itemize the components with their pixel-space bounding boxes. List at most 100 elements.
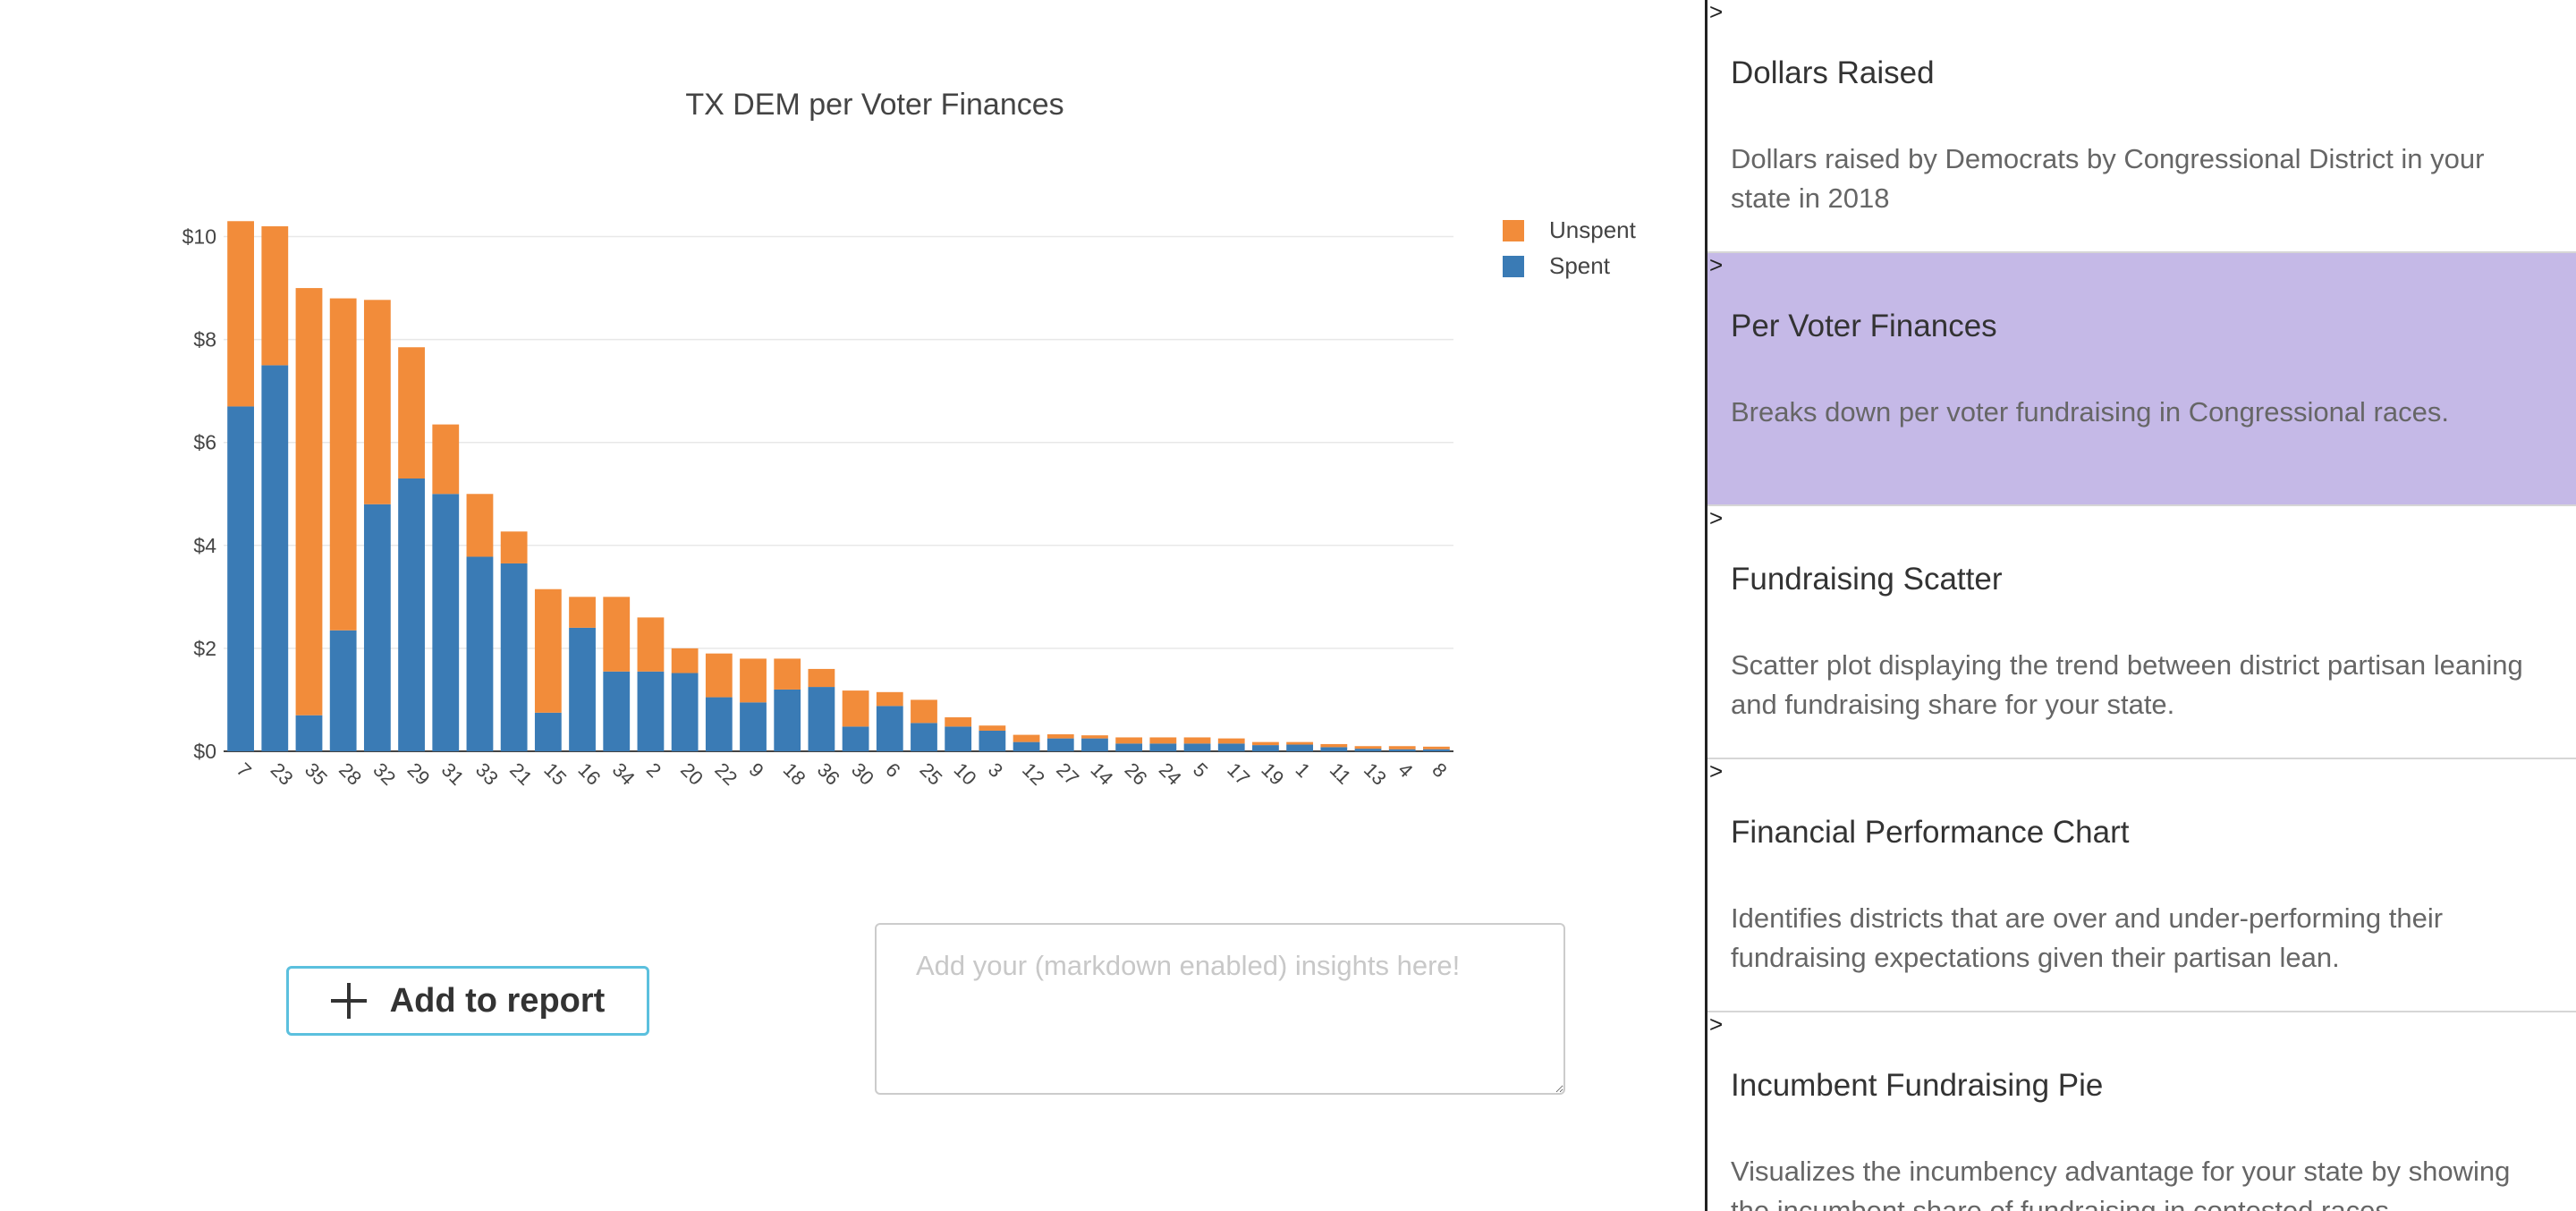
bar-spent-12[interactable] [1013, 741, 1040, 751]
bar-unspent-35[interactable] [295, 288, 323, 716]
bar-spent-17[interactable] [1217, 743, 1245, 751]
bar-spent-7[interactable] [227, 406, 254, 751]
bar-spent-6[interactable] [876, 706, 903, 751]
bar-unspent-27[interactable] [1046, 734, 1074, 739]
bar-unspent-12[interactable] [1013, 734, 1040, 742]
bar-unspent-28[interactable] [329, 298, 357, 631]
sidebar-item-incumbent-fundraising-pie[interactable]: > Incumbent Fundraising Pie Visualizes the… [1707, 1011, 2576, 1211]
bar-spent-20[interactable] [671, 673, 699, 751]
bar-unspent-1[interactable] [1286, 741, 1314, 745]
caret-icon: > [1709, 758, 1724, 784]
x-tick-label: 34 [608, 758, 640, 790]
bar-unspent-2[interactable] [637, 617, 665, 672]
bar-unspent-23[interactable] [261, 226, 289, 366]
bar-unspent-20[interactable] [671, 648, 699, 673]
x-tick-label: 15 [539, 758, 571, 790]
bar-unspent-29[interactable] [398, 347, 425, 478]
bar-unspent-36[interactable] [808, 668, 835, 688]
bar-unspent-33[interactable] [466, 494, 494, 557]
sidebar-item-description: Scatter plot displaying the trend betwee… [1731, 649, 2523, 720]
y-tick-label: $10 [182, 225, 216, 249]
sidebar-item-dollars-raised[interactable]: > Dollars Raised Dollars raised by Democra… [1707, 0, 2576, 253]
bar-unspent-19[interactable] [1252, 741, 1279, 746]
bar-spent-33[interactable] [466, 556, 494, 751]
bar-spent-5[interactable] [1183, 743, 1211, 751]
bar-unspent-5[interactable] [1183, 737, 1211, 744]
caret-icon: > [1709, 1011, 1724, 1037]
legend-label-unspent[interactable]: Unspent [1549, 216, 1637, 243]
bar-spent-16[interactable] [569, 627, 596, 751]
sidebar-item-per-voter-finances[interactable]: > Per Voter Finances Breaks down per voter… [1707, 251, 2576, 506]
bar-unspent-22[interactable] [705, 653, 733, 698]
bar-spent-14[interactable] [1081, 738, 1108, 751]
bar-spent-8[interactable] [1423, 749, 1450, 751]
bar-unspent-31[interactable] [432, 424, 460, 495]
legend-swatch-spent[interactable] [1503, 256, 1524, 277]
insights-textarea[interactable] [875, 923, 1565, 1095]
bar-unspent-32[interactable] [363, 300, 391, 504]
caret-icon: > [1709, 0, 1724, 25]
bar-unspent-13[interactable] [1354, 746, 1382, 749]
bar-spent-18[interactable] [774, 689, 801, 751]
bar-spent-36[interactable] [808, 687, 835, 751]
bar-spent-34[interactable] [603, 671, 631, 751]
bar-spent-32[interactable] [363, 504, 391, 751]
legend-label-spent[interactable]: Spent [1549, 252, 1611, 279]
bar-spent-35[interactable] [295, 715, 323, 751]
bar-spent-10[interactable] [945, 726, 972, 751]
x-tick-label: 29 [403, 758, 435, 790]
bar-spent-3[interactable] [979, 730, 1006, 751]
sidebar-item-fundraising-scatter[interactable]: > Fundraising Scatter Scatter plot display… [1707, 504, 2576, 759]
bar-spent-9[interactable] [740, 702, 767, 751]
bar-spent-21[interactable] [500, 563, 528, 751]
legend[interactable]: Unspent Spent [1503, 216, 1637, 279]
bar-spent-15[interactable] [534, 712, 562, 751]
bar-unspent-10[interactable] [945, 717, 972, 727]
bar-unspent-8[interactable] [1423, 746, 1450, 749]
x-axis-ticks: 7 23 35 28 32 29 31 33 21 15 16 34 2 20 22 9 18 36 30 6 25 10… [233, 758, 1452, 790]
bar-unspent-30[interactable] [842, 690, 869, 727]
x-tick-label: 23 [267, 758, 298, 790]
bar-spent-31[interactable] [432, 494, 460, 751]
bar-unspent-26[interactable] [1115, 737, 1143, 744]
bar-spent-1[interactable] [1286, 744, 1314, 751]
bar-unspent-4[interactable] [1388, 746, 1416, 749]
y-tick-label: $8 [193, 328, 216, 351]
bar-spent-25[interactable] [911, 723, 937, 751]
bars[interactable] [227, 221, 1450, 751]
bar-unspent-9[interactable] [740, 658, 767, 703]
bar-unspent-34[interactable] [603, 597, 631, 672]
bar-unspent-3[interactable] [979, 725, 1006, 731]
bar-unspent-17[interactable] [1217, 738, 1245, 744]
bar-unspent-18[interactable] [774, 658, 801, 690]
bar-spent-23[interactable] [261, 365, 289, 751]
bar-spent-19[interactable] [1252, 745, 1279, 751]
bar-spent-28[interactable] [329, 630, 357, 751]
bar-unspent-21[interactable] [500, 531, 528, 563]
plus-icon [330, 983, 367, 1019]
bar-spent-4[interactable] [1388, 749, 1416, 751]
bar-unspent-25[interactable] [911, 699, 937, 724]
bar-spent-22[interactable] [705, 697, 733, 751]
x-tick-label: 1 [1292, 758, 1315, 782]
bar-unspent-6[interactable] [876, 691, 903, 707]
y-tick-label: $6 [193, 431, 216, 454]
bar-unspent-7[interactable] [227, 221, 254, 407]
bar-spent-11[interactable] [1320, 747, 1348, 751]
legend-swatch-unspent[interactable] [1503, 220, 1524, 241]
x-tick-label: 25 [915, 758, 946, 790]
bar-spent-30[interactable] [842, 726, 869, 751]
sidebar-item-financial-performance-chart[interactable]: > Financial Performance Chart Identifies d… [1707, 758, 2576, 1012]
bar-spent-26[interactable] [1115, 743, 1143, 751]
bar-unspent-14[interactable] [1081, 735, 1108, 739]
bar-unspent-11[interactable] [1320, 743, 1348, 748]
bar-unspent-24[interactable] [1149, 737, 1177, 744]
bar-spent-13[interactable] [1354, 749, 1382, 751]
bar-spent-2[interactable] [637, 671, 665, 751]
add-to-report-button[interactable]: Add to report [286, 966, 649, 1036]
bar-spent-27[interactable] [1046, 738, 1074, 751]
bar-spent-29[interactable] [398, 478, 425, 751]
bar-unspent-15[interactable] [534, 589, 562, 713]
bar-spent-24[interactable] [1149, 743, 1177, 751]
bar-unspent-16[interactable] [569, 597, 596, 628]
